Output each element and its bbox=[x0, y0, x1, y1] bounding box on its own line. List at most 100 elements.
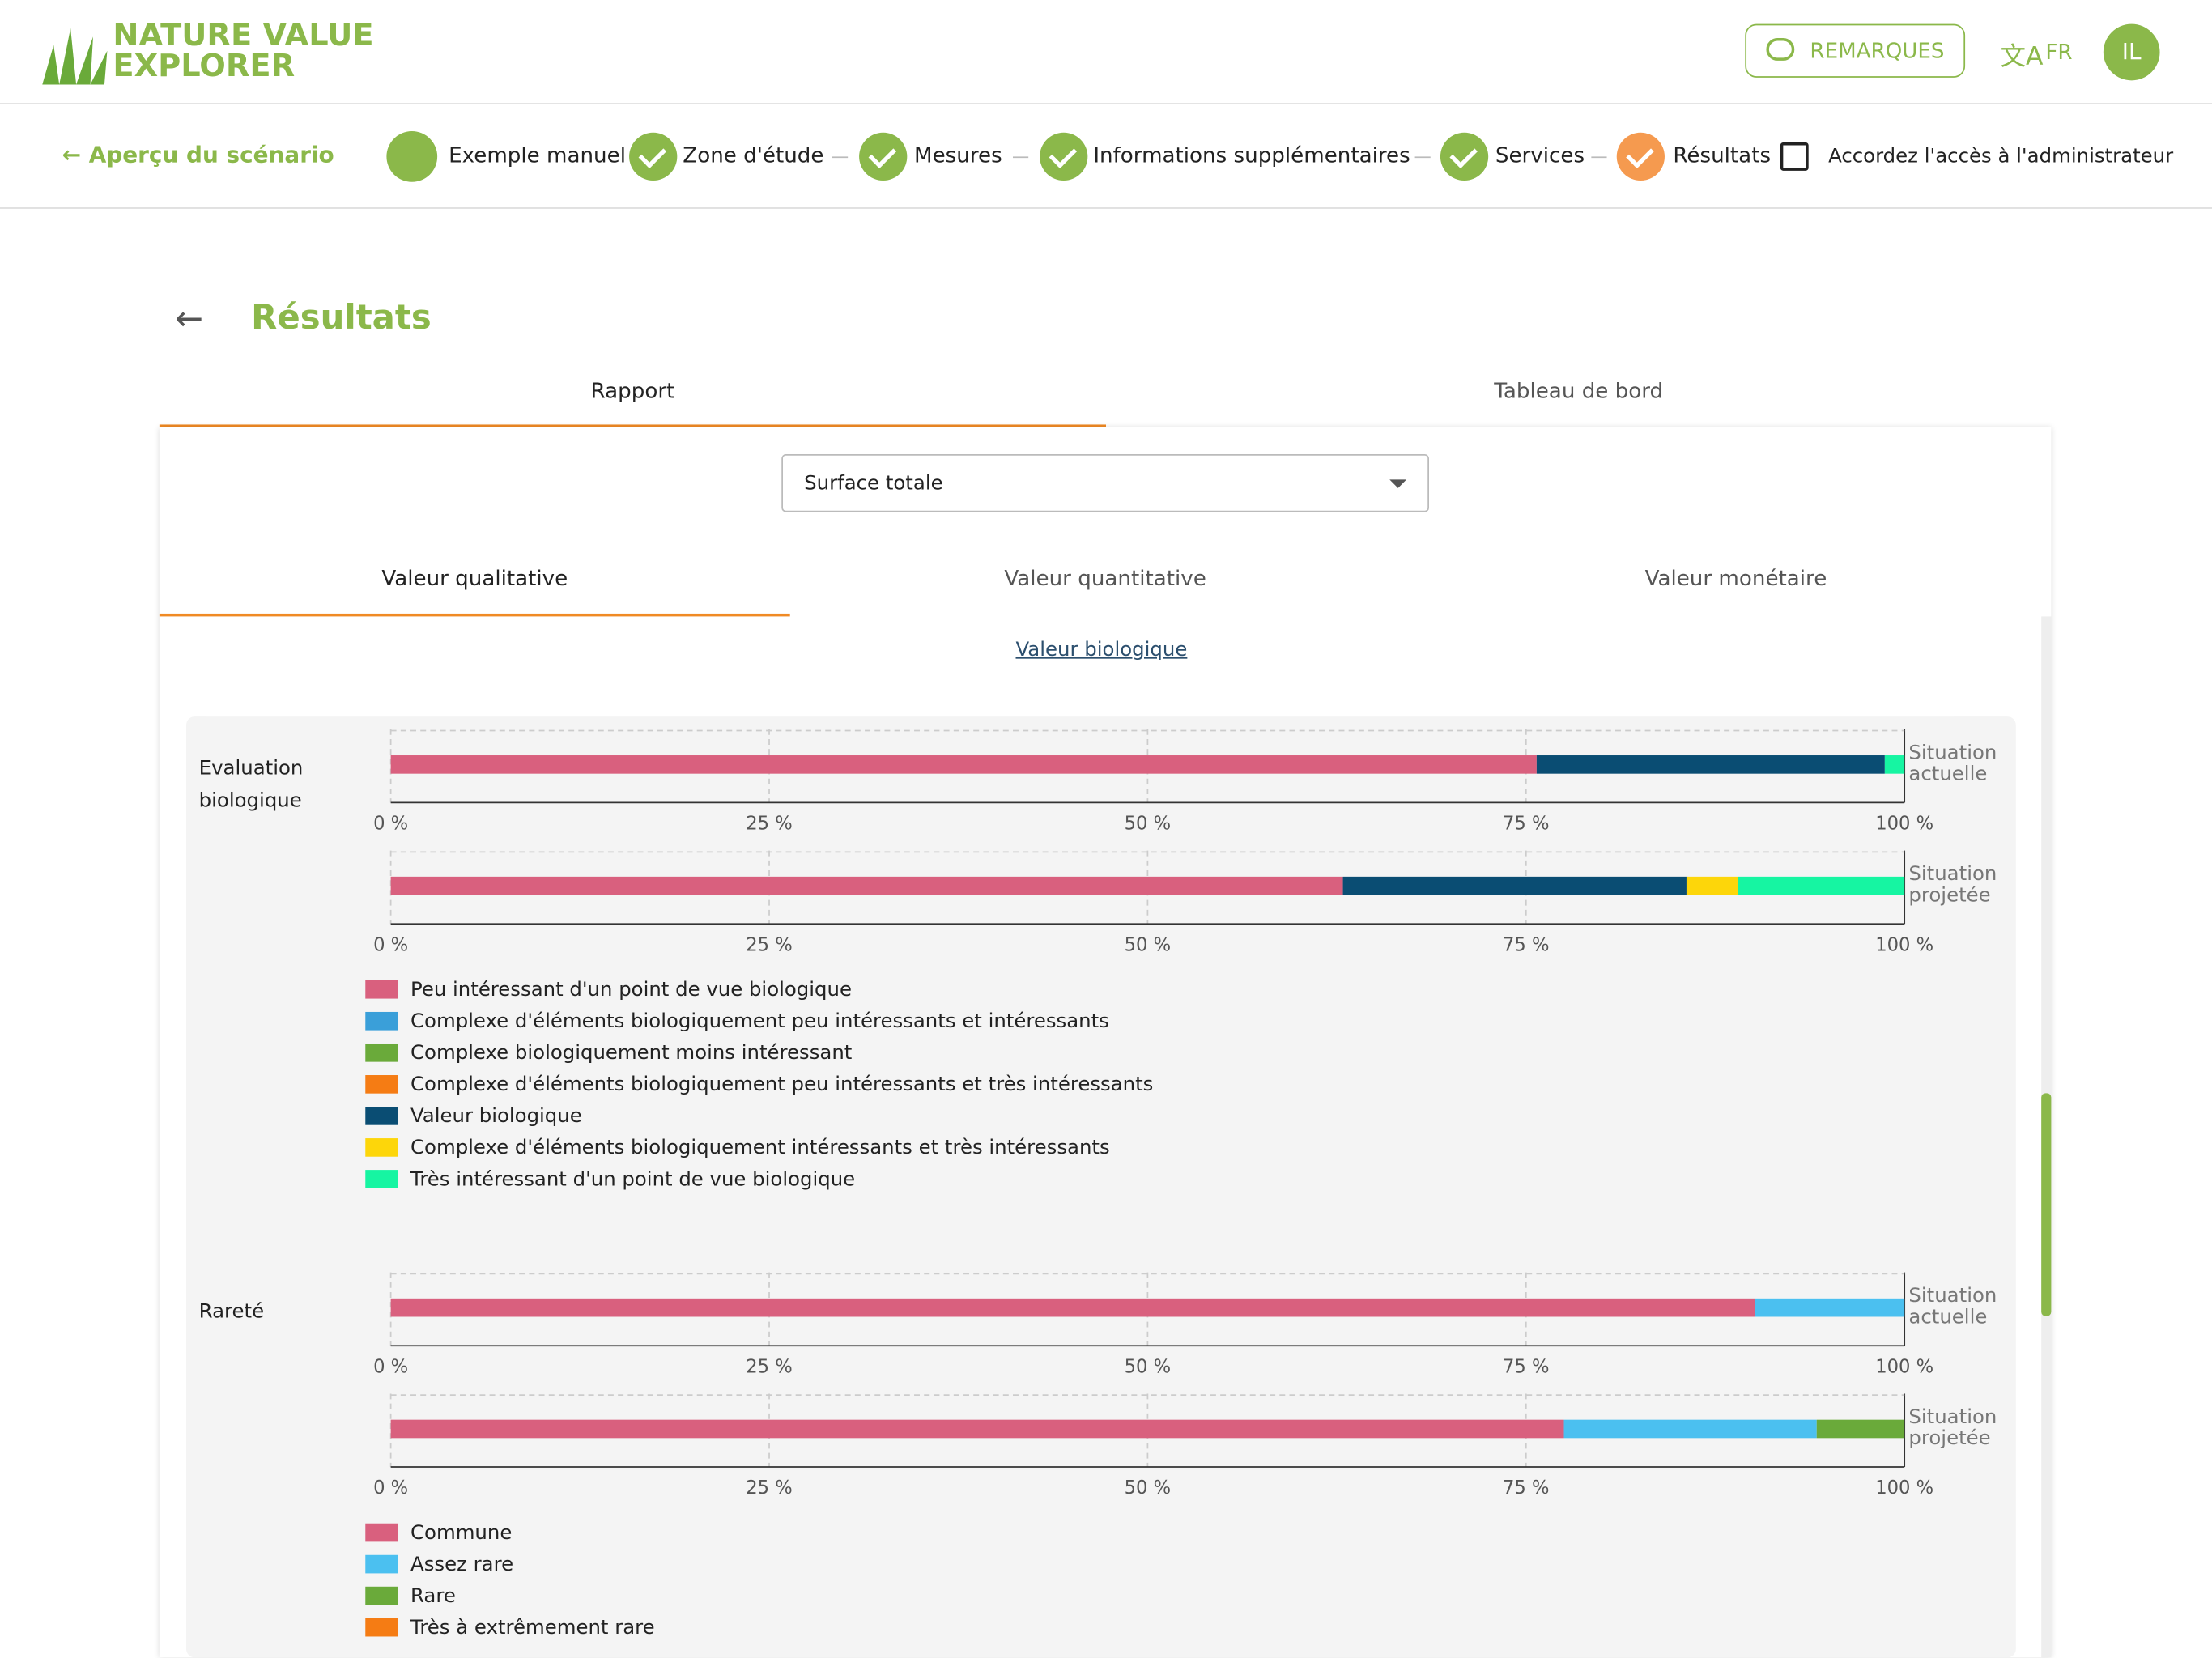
category-label: Situation actuelle bbox=[1908, 1285, 1997, 1329]
subtab-indicator bbox=[159, 613, 790, 617]
x-tick-label: 25 % bbox=[746, 1356, 793, 1377]
subtab[interactable]: Valeur monétaire bbox=[1644, 565, 1827, 592]
x-tick-label: 75 % bbox=[1503, 1356, 1550, 1377]
bar-segment bbox=[390, 1419, 1564, 1439]
legend-label: Assez rare bbox=[410, 1552, 513, 1575]
legend-label: Valeur biologique bbox=[410, 1103, 582, 1127]
legend-label: Complexe biologiquement moins intéressan… bbox=[410, 1040, 852, 1064]
chat-icon bbox=[1766, 38, 1795, 61]
check-icon bbox=[1440, 132, 1489, 181]
legend-label: Complexe d'éléments biologiquement intér… bbox=[410, 1135, 1110, 1158]
legend-swatch bbox=[365, 1618, 398, 1637]
bar-segment bbox=[1536, 755, 1885, 774]
step-label[interactable]: Zone d'étude bbox=[683, 142, 824, 168]
x-tick-label: 50 % bbox=[1125, 814, 1172, 835]
select-value: Surface totale bbox=[804, 472, 943, 495]
logo-line: EXPLORER bbox=[113, 49, 296, 85]
legend-swatch bbox=[365, 1107, 398, 1125]
check-icon bbox=[629, 132, 678, 181]
legend-swatch bbox=[365, 1138, 398, 1157]
bar-segment bbox=[1342, 876, 1687, 895]
legend-label: Complexe d'éléments biologiquement peu i… bbox=[410, 1009, 1109, 1032]
check-icon bbox=[1616, 132, 1665, 181]
chart-title: Rareté bbox=[198, 1300, 265, 1324]
x-tick-label: 25 % bbox=[746, 1477, 793, 1499]
x-tick-label: 0 % bbox=[373, 1356, 408, 1377]
x-tick-label: 50 % bbox=[1125, 1477, 1172, 1499]
bar-segment bbox=[390, 1298, 1755, 1317]
page-title: Résultats bbox=[251, 297, 432, 338]
checkbox-label: Accordez l'accès à l'administrateur bbox=[1828, 145, 2174, 168]
divider bbox=[0, 207, 2212, 209]
legend-label: Très intéressant d'un point de vue biolo… bbox=[410, 1167, 855, 1190]
step-label[interactable]: Exemple manuel bbox=[449, 142, 626, 168]
language[interactable]: FR bbox=[2045, 39, 2073, 66]
legend-label: Commune bbox=[410, 1520, 512, 1544]
legend-swatch bbox=[365, 1523, 398, 1542]
legend-label: Très à extrêmement rare bbox=[410, 1615, 655, 1639]
checkbox[interactable] bbox=[1780, 142, 1809, 171]
subtab[interactable]: Valeur qualitative bbox=[381, 565, 568, 592]
subtab[interactable]: Valeur quantitative bbox=[1004, 565, 1206, 592]
x-tick-label: 25 % bbox=[746, 814, 793, 835]
bar-segment bbox=[1816, 1419, 1905, 1439]
category-label: Situation actuelle bbox=[1908, 742, 1997, 786]
chart-panel bbox=[185, 716, 2016, 1658]
x-tick-label: 100 % bbox=[1875, 934, 1933, 955]
legend-label: Complexe d'éléments biologiquement peu i… bbox=[410, 1072, 1153, 1095]
legend-swatch bbox=[365, 1554, 398, 1574]
step-label[interactable]: Services bbox=[1495, 142, 1585, 168]
bar-segment bbox=[390, 755, 1537, 774]
scenario-icon bbox=[386, 131, 438, 182]
x-tick-label: 0 % bbox=[373, 934, 408, 955]
step-label[interactable]: Informations supplémentaires bbox=[1093, 142, 1410, 168]
legend-swatch bbox=[365, 1586, 398, 1605]
scrollbar-thumb[interactable] bbox=[2041, 1093, 2052, 1316]
legend-label: Rare bbox=[410, 1584, 456, 1607]
x-tick-label: 100 % bbox=[1875, 1477, 1933, 1499]
back-arrow[interactable]: ← bbox=[175, 299, 204, 339]
legend-swatch bbox=[365, 1043, 398, 1062]
step-label[interactable]: Résultats bbox=[1673, 142, 1772, 168]
bar-segment bbox=[1755, 1298, 1905, 1317]
feedback-button[interactable]: REMARQUES bbox=[1745, 23, 1966, 78]
chart-title: Evaluation biologique bbox=[198, 757, 304, 813]
back-label: Aperçu du scénario bbox=[88, 141, 334, 168]
legend-swatch bbox=[365, 1011, 398, 1031]
feedback-label: REMARQUES bbox=[1810, 38, 1945, 64]
x-tick-label: 75 % bbox=[1503, 1477, 1550, 1499]
tab[interactable]: Tableau de bord bbox=[1494, 377, 1664, 404]
avatar[interactable]: IL bbox=[2103, 23, 2160, 81]
select[interactable]: Surface totale bbox=[781, 454, 1429, 512]
logo-icon bbox=[42, 28, 108, 85]
legend-swatch bbox=[365, 1170, 398, 1188]
x-tick-label: 100 % bbox=[1875, 1356, 1933, 1377]
check-icon bbox=[859, 132, 908, 181]
logo-text: NATURE VALUE EXPLORER bbox=[113, 18, 374, 85]
back-link[interactable]: ← Aperçu du scénario bbox=[62, 141, 334, 168]
category-label: Situation projetée bbox=[1908, 863, 1997, 908]
step-label[interactable]: Mesures bbox=[914, 142, 1002, 168]
x-tick-label: 0 % bbox=[373, 1477, 408, 1499]
select-arrow bbox=[1389, 479, 1407, 488]
tab[interactable]: Rapport bbox=[590, 377, 675, 404]
translate-icon[interactable]: 文A bbox=[2000, 42, 2044, 72]
legend-swatch bbox=[365, 1075, 398, 1094]
legend-label: Peu intéressant d'un point de vue biolog… bbox=[410, 977, 852, 1001]
tab-indicator bbox=[159, 424, 1106, 427]
link[interactable]: Valeur biologique bbox=[1015, 639, 1188, 662]
bar-segment bbox=[1738, 876, 1905, 895]
logo-line: NATURE VALUE bbox=[113, 18, 374, 54]
x-tick-label: 75 % bbox=[1503, 934, 1550, 955]
step-separator bbox=[832, 156, 849, 159]
x-tick-label: 75 % bbox=[1503, 814, 1550, 835]
bar-segment bbox=[390, 876, 1343, 895]
category-label: Situation projetée bbox=[1908, 1406, 1997, 1451]
bar-segment bbox=[1884, 755, 1905, 774]
x-tick-label: 100 % bbox=[1875, 814, 1933, 835]
check-icon bbox=[1040, 132, 1088, 181]
x-tick-label: 0 % bbox=[373, 814, 408, 835]
step-separator bbox=[1591, 156, 1607, 159]
